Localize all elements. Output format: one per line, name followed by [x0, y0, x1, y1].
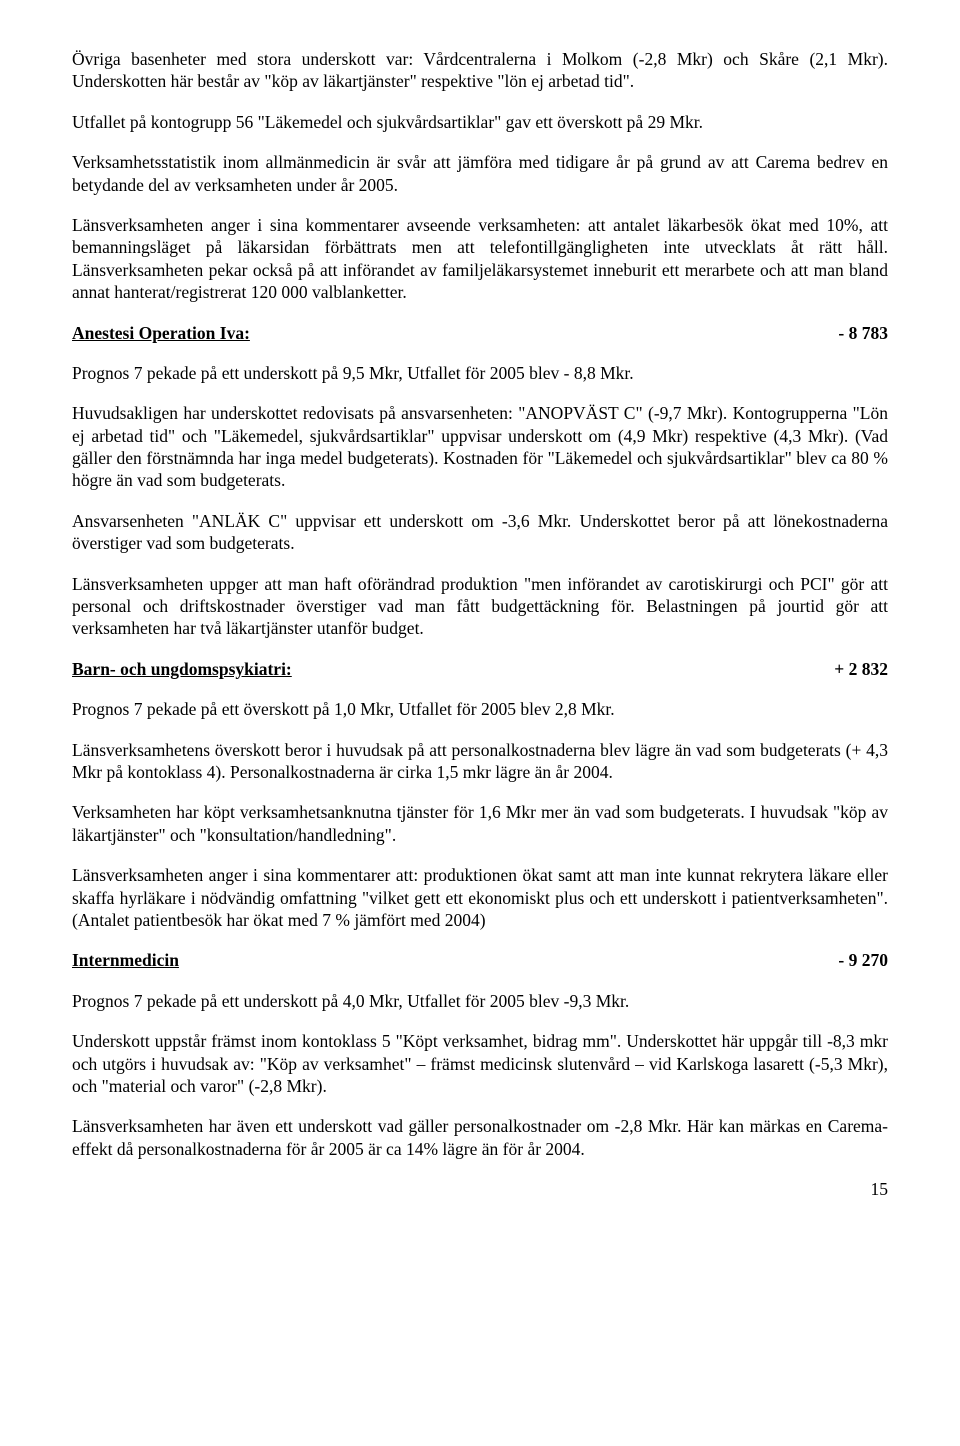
section-label: Barn- och ungdomspsykiatri: — [72, 658, 292, 680]
document-page: Övriga basenheter med stora underskott v… — [0, 0, 960, 1232]
section-heading-internmedicin: Internmedicin - 9 270 — [72, 949, 888, 971]
paragraph: Verksamheten har köpt verksamhetsanknutn… — [72, 801, 888, 846]
section-label: Internmedicin — [72, 949, 179, 971]
paragraph: Länsverksamheten anger i sina kommentare… — [72, 864, 888, 931]
paragraph: Länsverksamhetens överskott beror i huvu… — [72, 739, 888, 784]
paragraph: Länsverksamheten har även ett underskott… — [72, 1115, 888, 1160]
paragraph: Länsverksamheten anger i sina kommentare… — [72, 214, 888, 304]
paragraph: Utfallet på kontogrupp 56 "Läkemedel och… — [72, 111, 888, 133]
section-heading-anestesi: Anestesi Operation Iva: - 8 783 — [72, 322, 888, 344]
paragraph: Prognos 7 pekade på ett underskott på 4,… — [72, 990, 888, 1012]
paragraph: Verksamhetsstatistik inom allmänmedicin … — [72, 151, 888, 196]
paragraph: Prognos 7 pekade på ett underskott på 9,… — [72, 362, 888, 384]
page-number: 15 — [72, 1178, 888, 1200]
paragraph: Ansvarsenheten "ANLÄK C" uppvisar ett un… — [72, 510, 888, 555]
section-value: - 9 270 — [838, 949, 888, 971]
paragraph: Huvudsakligen har underskottet redovisat… — [72, 402, 888, 492]
paragraph: Länsverksamheten uppger att man haft ofö… — [72, 573, 888, 640]
section-label: Anestesi Operation Iva: — [72, 322, 250, 344]
paragraph: Prognos 7 pekade på ett överskott på 1,0… — [72, 698, 888, 720]
section-heading-barn: Barn- och ungdomspsykiatri: + 2 832 — [72, 658, 888, 680]
section-value: - 8 783 — [838, 322, 888, 344]
paragraph: Underskott uppstår främst inom kontoklas… — [72, 1030, 888, 1097]
paragraph: Övriga basenheter med stora underskott v… — [72, 48, 888, 93]
section-value: + 2 832 — [834, 658, 888, 680]
